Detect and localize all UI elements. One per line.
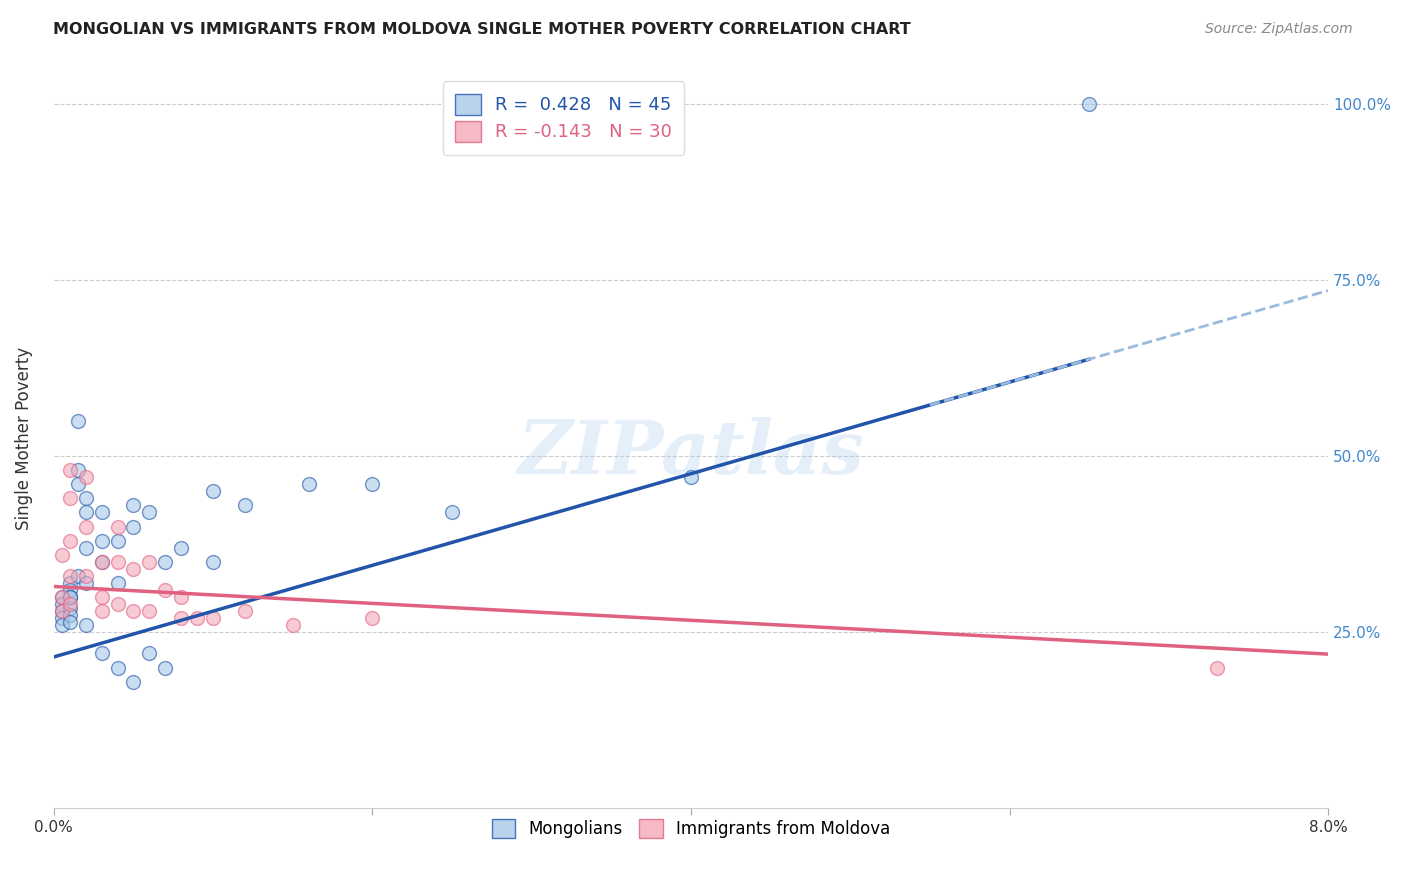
Point [107, 519, 129, 533]
Point [170, 590, 193, 604]
Point [90, 506, 112, 520]
Point [1205, 660, 1227, 674]
Point [59, 597, 82, 611]
Point [90, 647, 112, 661]
Point [202, 484, 225, 499]
Point [679, 470, 702, 484]
Legend: Mongolians, Immigrants from Moldova: Mongolians, Immigrants from Moldova [485, 812, 897, 845]
Point [122, 562, 145, 576]
Point [90, 555, 112, 569]
Point [202, 555, 225, 569]
Point [233, 604, 256, 618]
Point [59, 576, 82, 591]
Point [59, 491, 82, 506]
Point [66, 477, 89, 491]
Point [51, 597, 73, 611]
Point [155, 660, 177, 674]
Point [75, 618, 97, 632]
Point [59, 600, 82, 615]
Point [51, 618, 73, 632]
Point [361, 611, 384, 625]
Point [59, 463, 82, 477]
Point [90, 590, 112, 604]
Point [75, 506, 97, 520]
Point [51, 611, 73, 625]
Point [90, 555, 112, 569]
Point [122, 674, 145, 689]
Point [1078, 96, 1101, 111]
Point [59, 569, 82, 583]
Text: ZIPatlas: ZIPatlas [517, 417, 865, 490]
Point [155, 555, 177, 569]
Point [75, 519, 97, 533]
Point [51, 604, 73, 618]
Point [155, 582, 177, 597]
Point [361, 477, 384, 491]
Point [59, 582, 82, 597]
Point [75, 576, 97, 591]
Point [122, 499, 145, 513]
Point [233, 499, 256, 513]
Point [170, 541, 193, 555]
Point [59, 607, 82, 622]
Point [90, 533, 112, 548]
Point [51, 604, 73, 618]
Point [170, 611, 193, 625]
Point [107, 533, 129, 548]
Point [122, 604, 145, 618]
Point [281, 618, 304, 632]
Point [90, 604, 112, 618]
Point [202, 611, 225, 625]
Point [59, 590, 82, 604]
Point [298, 477, 321, 491]
Point [66, 463, 89, 477]
Point [138, 506, 160, 520]
Point [138, 604, 160, 618]
Point [51, 548, 73, 562]
Point [75, 470, 97, 484]
Point [441, 506, 464, 520]
Point [138, 647, 160, 661]
Text: MONGOLIAN VS IMMIGRANTS FROM MOLDOVA SINGLE MOTHER POVERTY CORRELATION CHART: MONGOLIAN VS IMMIGRANTS FROM MOLDOVA SIN… [53, 22, 911, 37]
Point [75, 541, 97, 555]
Point [51, 590, 73, 604]
Point [75, 491, 97, 506]
Point [59, 590, 82, 604]
Point [138, 555, 160, 569]
Point [66, 414, 89, 428]
Point [107, 597, 129, 611]
Point [107, 576, 129, 591]
Point [186, 611, 208, 625]
Point [107, 660, 129, 674]
Point [75, 569, 97, 583]
Text: Source: ZipAtlas.com: Source: ZipAtlas.com [1205, 22, 1353, 37]
Point [66, 569, 89, 583]
Y-axis label: Single Mother Poverty: Single Mother Poverty [15, 347, 32, 530]
Point [59, 533, 82, 548]
Point [51, 590, 73, 604]
Point [122, 519, 145, 533]
Point [59, 615, 82, 629]
Point [107, 555, 129, 569]
